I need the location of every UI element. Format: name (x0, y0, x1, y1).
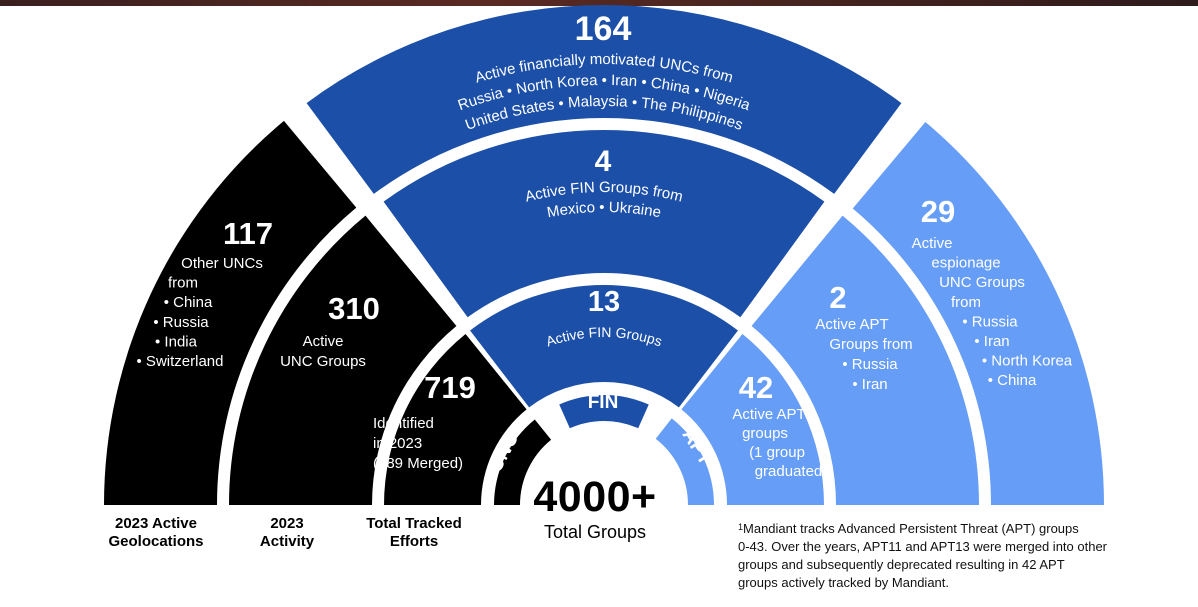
sector-fin-groups (470, 285, 738, 408)
apt-groups-line: (1 group (749, 444, 805, 461)
fin-groups-value: 13 (588, 286, 620, 318)
band-unc (494, 419, 552, 505)
total-groups-count: 4000+ (533, 473, 657, 521)
geo-espionage-line: from (951, 294, 981, 311)
activity-apt-line: • Iran (852, 376, 887, 393)
footnote-line: groups actively tracked by Mandiant. (738, 575, 949, 590)
geo-espionage-line: • Iran (974, 333, 1009, 350)
apt-groups-value: 42 (739, 370, 773, 405)
tracked-unc-line: Identified (373, 415, 434, 432)
geo-other-line: • Russia (153, 314, 209, 331)
apt-groups-line: groups (742, 425, 788, 442)
caption-line: 2023 (270, 515, 304, 532)
caption-line: 2023 Active (114, 515, 197, 532)
total-groups: 4000+ Total Groups (500, 472, 690, 542)
sector-activity-unc (229, 215, 457, 505)
geo-espionage-value: 29 (921, 194, 955, 229)
activity-apt-value: 2 (829, 280, 846, 315)
band-label-fin: FIN (588, 392, 619, 413)
footnote-marker: 1 (738, 522, 744, 532)
geo-other-line: Other UNCs (181, 255, 263, 272)
geo-espionage-line: Active (912, 235, 953, 252)
tracked-unc-line: (189 Merged) (373, 455, 463, 472)
caption-activity: 2023 Activity (232, 515, 342, 551)
activity-apt-line: Active APT (815, 316, 888, 333)
caption-line: Activity (259, 533, 315, 550)
tracked-unc-line: in 2023 (373, 435, 422, 452)
activity-unc-value: 310 (328, 291, 380, 326)
activity-fin-line: Mexico • Ukraine (546, 199, 663, 221)
sector-activity-apt (751, 215, 979, 505)
activity-unc-line: Active (303, 333, 344, 350)
caption-geolocations: 2023 Active Geolocations (96, 515, 216, 551)
caption-tracked-efforts: Total Tracked Efforts (352, 515, 476, 551)
caption-line: Total Tracked (366, 515, 462, 532)
geo-other-line: • India (155, 333, 198, 350)
footnote-line: groups and subsequently deprecated resul… (738, 557, 1065, 572)
geo-other-line: • Switzerland (137, 353, 224, 370)
sector-tracked-unc (384, 334, 527, 505)
caption-line: Geolocations (108, 533, 204, 550)
activity-apt-line: • Russia (842, 356, 898, 373)
geo-espionage-line: UNC Groups (939, 274, 1025, 291)
band-apt (655, 418, 714, 505)
apt-groups-line: graduated) (755, 463, 828, 480)
total-groups-label: Total Groups (543, 522, 647, 542)
sector-geo-other (104, 120, 357, 505)
band-fin (559, 395, 649, 429)
sector-geo-fin (306, 5, 902, 194)
top-banner-strip (0, 0, 1198, 6)
sector-activity-fin (383, 129, 825, 318)
activity-unc-line: UNC Groups (280, 353, 366, 370)
apt-groups-line: Active APT (732, 406, 805, 423)
geo-espionage-line: • China (988, 372, 1037, 389)
geo-other-line: from (168, 275, 198, 292)
geo-other-line: • China (164, 294, 213, 311)
geo-espionage-line: • North Korea (982, 353, 1073, 370)
caption-line: Efforts (389, 533, 439, 550)
activity-fin-value: 4 (595, 145, 612, 178)
geo-espionage-line: • Russia (962, 313, 1018, 330)
footnote-line: 0-43. Over the years, APT11 and APT13 we… (738, 539, 1108, 554)
geo-espionage-line: espionage (931, 255, 1000, 272)
geo-fin-value: 164 (575, 10, 632, 48)
sector-geo-espionage (852, 121, 1104, 505)
tracked-unc-value: 719 (424, 370, 476, 405)
sector-apt-groups (681, 334, 824, 505)
footnote-line: Mandiant tracks Advanced Persistent Thre… (743, 521, 1079, 536)
activity-apt-line: Groups from (829, 336, 912, 353)
geo-other-value: 117 (223, 216, 273, 251)
footnote: 1Mandiant tracks Advanced Persistent Thr… (738, 520, 1178, 592)
